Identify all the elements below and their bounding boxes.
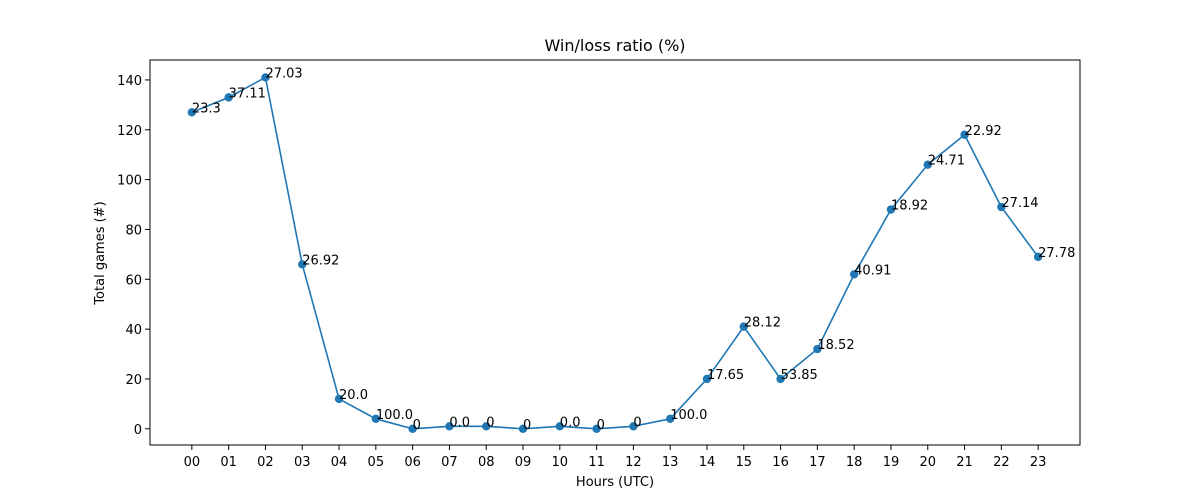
data-label: 0.0 [560,415,581,430]
x-tick-label: 09 [515,455,532,470]
x-tick-label: 11 [588,455,605,470]
x-tick-label: 03 [294,455,311,470]
data-label: 100.0 [376,408,413,423]
data-label: 0 [633,415,641,430]
y-axis-label: Total games (#) [93,201,108,305]
data-label: 27.03 [265,66,302,81]
data-point [886,205,896,214]
x-tick-label: 13 [662,455,679,470]
data-point [960,130,969,139]
data-label: 27.14 [1001,196,1038,211]
y-tick-label: 40 [125,323,142,338]
data-label: 26.92 [302,253,339,268]
data-label: 18.52 [817,338,854,353]
data-point [665,414,675,424]
data-label: 0 [523,418,531,433]
data-label: 28.12 [744,316,781,331]
data-label: 40.91 [854,263,891,278]
data-point [482,422,491,431]
data-label: 100.0 [670,408,707,423]
x-tick-label: 01 [220,455,237,470]
x-tick-label: 22 [993,455,1010,470]
x-axis-label: Hours (UTC) [576,475,654,490]
data-point [334,394,344,404]
x-tick-label: 07 [441,455,458,470]
y-tick-label: 60 [125,273,142,288]
data-label: 17.65 [707,368,744,383]
data-label: 23.3 [192,101,221,116]
x-tick-label: 00 [184,455,201,470]
x-tick-label: 20 [919,455,936,470]
x-tick-label: 21 [956,455,973,470]
data-point [555,422,565,431]
x-tick-label: 02 [257,455,274,470]
data-point [224,93,233,102]
data-point [371,414,381,424]
data-point [629,422,638,431]
data-label: 22.92 [965,124,1002,139]
data-label: 0 [413,418,421,433]
x-tick-label: 19 [883,455,900,470]
x-tick-label: 06 [404,455,421,470]
y-tick-label: 100 [117,174,142,189]
data-point [776,374,785,384]
data-point [739,322,748,331]
data-point [298,260,307,269]
data-point [813,344,822,354]
x-tick-label: 18 [846,455,863,470]
x-tick-label: 17 [809,455,826,470]
y-tick-label: 80 [125,223,142,238]
data-point [518,424,528,434]
data-label: 27.78 [1038,246,1075,261]
x-tick-label: 15 [736,455,753,470]
series-line [191,76,1039,430]
data-label: 24.71 [928,154,965,169]
data-label: 20.0 [339,388,368,403]
data-point [187,108,197,117]
data-point [849,270,859,279]
y-tick-label: 120 [117,124,142,139]
y-tick-label: 140 [117,74,142,89]
data-point [592,424,601,434]
data-label: 0 [597,418,605,433]
data-point [445,422,454,431]
x-tick-label: 05 [368,455,385,470]
y-tick-label: 0 [134,423,142,438]
x-tick-label: 16 [772,455,789,470]
data-point [408,424,417,434]
x-tick-label: 14 [699,455,716,470]
data-point [702,374,712,384]
data-label: 37.11 [229,86,266,101]
data-label: 0.0 [449,415,470,430]
data-point [997,202,1006,212]
chart-title: Win/loss ratio (%) [544,36,685,55]
y-tick-label: 20 [125,373,142,388]
data-label: 18.92 [891,199,928,214]
data-label: 0 [486,415,494,430]
x-tick-label: 23 [1030,455,1047,470]
x-tick-label: 04 [331,455,348,470]
data-point [261,73,270,82]
x-tick-label: 12 [625,455,642,470]
plot-frame [149,59,1081,446]
data-point [1033,252,1043,262]
data-label: 53.85 [781,368,818,383]
data-point [923,160,932,169]
x-tick-label: 10 [552,455,569,470]
x-tick-label: 08 [478,455,495,470]
